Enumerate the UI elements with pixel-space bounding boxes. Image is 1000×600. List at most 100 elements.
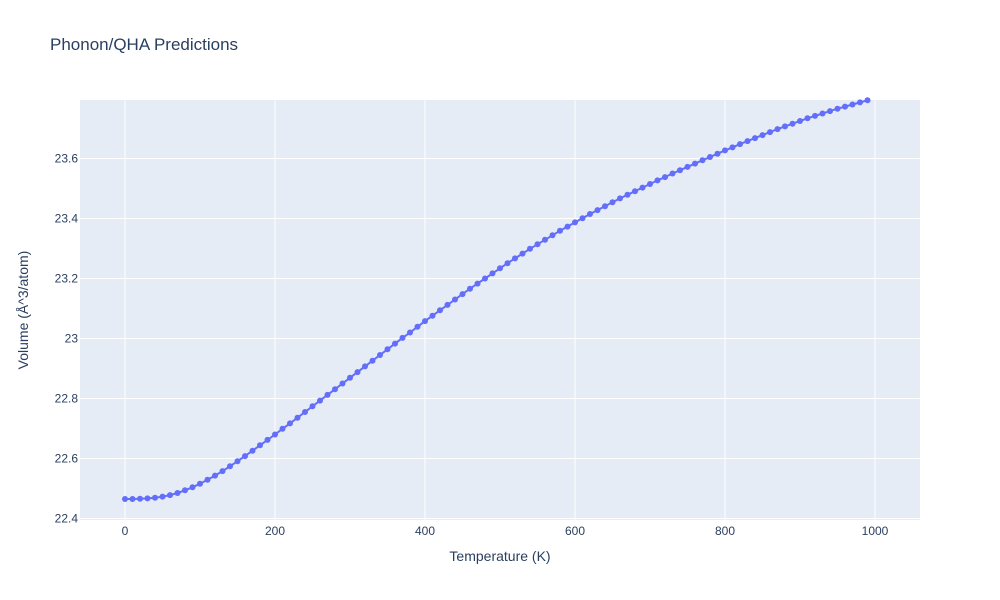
data-point — [377, 352, 383, 358]
data-point — [332, 386, 338, 393]
data-point — [287, 420, 293, 427]
data-point — [617, 195, 623, 202]
data-point — [752, 135, 758, 142]
data-point — [564, 223, 571, 230]
data-point — [159, 493, 166, 500]
data-point — [744, 138, 751, 145]
data-point — [272, 431, 278, 438]
series-line — [125, 99, 868, 500]
data-point — [819, 110, 826, 117]
data-point — [684, 163, 691, 170]
data-point — [444, 301, 451, 308]
data-point — [309, 403, 316, 410]
data-point — [534, 241, 541, 248]
data-point — [422, 318, 428, 325]
data-point — [797, 118, 803, 124]
y-tick-label: 22.4 — [55, 512, 79, 526]
data-point — [474, 280, 481, 287]
data-point — [354, 369, 361, 376]
data-point — [437, 307, 443, 314]
data-point — [279, 425, 286, 432]
data-point — [549, 232, 556, 239]
data-point — [467, 285, 473, 292]
plot-area — [80, 100, 920, 520]
data-point — [647, 181, 653, 187]
data-point — [339, 380, 346, 387]
data-point — [609, 199, 616, 206]
data-point — [842, 103, 848, 110]
data-point — [399, 334, 406, 341]
data-point — [459, 291, 466, 298]
data-point — [302, 409, 308, 415]
series-layer — [122, 97, 871, 502]
x-tick-label: 600 — [565, 524, 585, 538]
data-point — [137, 495, 143, 502]
data-point — [804, 115, 811, 122]
data-point — [827, 108, 833, 115]
data-point — [497, 265, 503, 272]
data-point — [489, 270, 496, 277]
data-point — [707, 154, 713, 160]
data-point — [782, 123, 788, 130]
y-tick-label: 23.4 — [55, 212, 79, 226]
data-point — [369, 357, 376, 364]
data-point — [234, 458, 241, 465]
data-point — [504, 260, 511, 267]
data-point — [294, 414, 301, 421]
data-point — [722, 147, 728, 154]
data-point — [714, 150, 721, 157]
data-point — [204, 476, 211, 483]
y-tick-label: 22.8 — [55, 392, 79, 406]
data-point — [834, 105, 841, 112]
data-point — [767, 129, 773, 136]
data-point — [347, 374, 353, 381]
data-point — [527, 245, 533, 252]
data-point — [122, 496, 128, 502]
y-axis-label: Volume (Å^3/atom) — [15, 251, 31, 370]
data-point — [864, 97, 871, 104]
data-point — [812, 112, 818, 119]
tick-layer: 0 200 400 600 800 1000 22.4 22.6 22.8 23 23.2 23.4 2… — [55, 152, 889, 539]
data-point — [699, 157, 706, 164]
data-point — [264, 436, 271, 443]
data-point — [257, 442, 263, 449]
data-point — [639, 184, 646, 191]
data-point — [317, 397, 323, 404]
data-point — [519, 250, 526, 257]
data-point — [227, 463, 233, 470]
data-point — [759, 132, 766, 139]
data-point — [542, 236, 548, 243]
y-tick-label: 22.6 — [55, 452, 79, 466]
data-point — [692, 160, 698, 167]
x-axis-label: Temperature (K) — [449, 548, 550, 564]
data-point — [632, 188, 638, 195]
data-point — [729, 144, 736, 151]
data-point — [662, 174, 668, 181]
data-point — [197, 480, 203, 487]
data-point — [594, 207, 601, 214]
data-point — [219, 468, 226, 475]
data-point — [587, 211, 593, 217]
data-point — [669, 170, 676, 177]
data-point — [572, 219, 578, 226]
data-point — [737, 141, 743, 148]
data-point — [602, 203, 608, 210]
data-point — [174, 490, 181, 496]
y-tick-label: 23.2 — [55, 272, 79, 286]
data-point — [452, 296, 458, 303]
data-point — [774, 126, 781, 133]
y-tick-label: 23.6 — [55, 152, 79, 166]
data-point — [654, 177, 661, 184]
data-point — [557, 227, 563, 234]
data-point — [384, 346, 391, 353]
x-tick-label: 400 — [415, 524, 435, 538]
data-point — [324, 391, 331, 398]
y-tick-label: 23 — [65, 332, 79, 346]
data-point — [212, 472, 218, 479]
x-tick-label: 200 — [265, 524, 285, 538]
data-point — [144, 495, 151, 502]
data-point — [152, 494, 158, 501]
data-point — [182, 487, 188, 494]
data-point — [407, 329, 413, 336]
